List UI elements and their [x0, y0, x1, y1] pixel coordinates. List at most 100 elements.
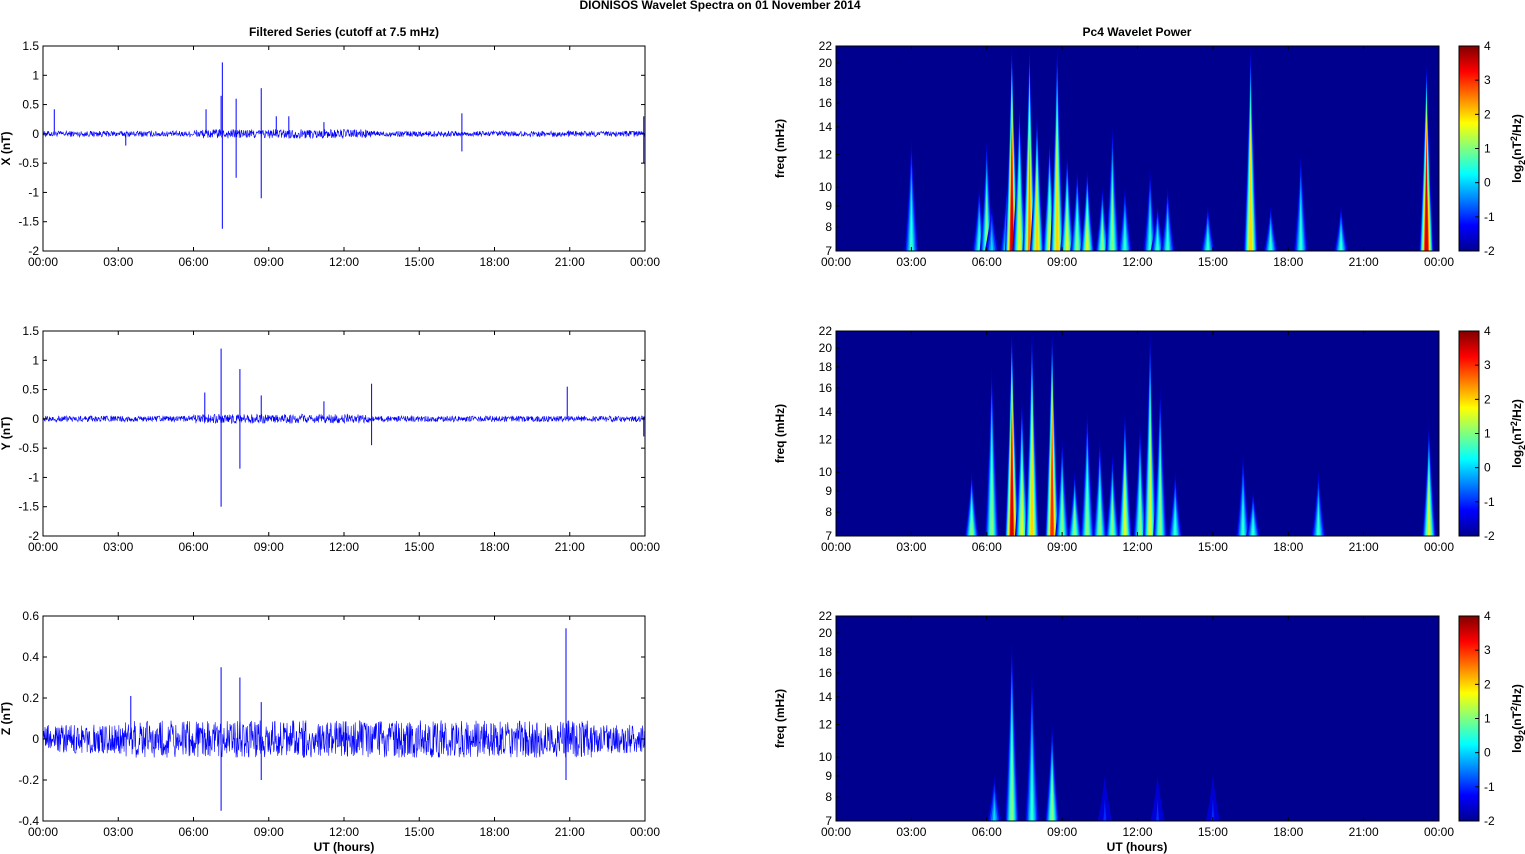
heatmap-panel-2-burst	[1020, 461, 1024, 536]
line-panel-2-ytick-label: 1	[32, 353, 39, 367]
heatmap-panel-1-ytick-label: 16	[819, 96, 833, 110]
heatmap-panel-2-ytick-label: 18	[819, 360, 833, 374]
line-panel-3-xtick-label: 09:00	[254, 825, 284, 839]
line-panel-2-background	[43, 331, 645, 536]
heatmap-panel-1-burst	[1065, 201, 1069, 251]
line-panel-2: -2 -1.5 -1 -0.5 0 0.5 1 1.5 00:00 03:00 06:00 09:00…	[0, 324, 660, 554]
heatmap-panel-2-ytick-label: 16	[819, 381, 833, 395]
heatmap-panel-2-burst	[990, 440, 994, 536]
line-panel-1-ytick-label: -0.5	[18, 156, 39, 170]
heatmap-panel-2-xtick-label: 12:00	[1122, 540, 1152, 554]
heatmap-panel-2-burst	[1110, 495, 1114, 536]
heatmap-panel-3-ytick-label: 9	[825, 769, 832, 783]
heatmap-panel-3-xtick-label: 18:00	[1273, 825, 1303, 839]
heatmap-panel-3-burst	[992, 799, 996, 821]
line-panel-3-ytick-label: 0.2	[22, 691, 39, 705]
line-panel-2-ytick-label: 0.5	[22, 383, 39, 397]
heatmap-panel-1-ylabel: freq (mHz)	[773, 119, 787, 178]
heatmap-panel-3-xtick-label: 00:00	[821, 825, 851, 839]
line-panel-2-ytick-label: -1	[28, 470, 39, 484]
heatmap-panel-1-ytick-label: 7	[825, 244, 832, 258]
line-panel-3-series	[42, 720, 646, 759]
heatmap-panel-1-burst	[1055, 130, 1059, 251]
line-panel-1-xtick-label: 03:00	[103, 255, 133, 269]
heatmap-panel-1-burst	[1156, 229, 1160, 251]
heatmap-panel-2-burst	[1173, 504, 1177, 536]
line-panel-3-xtick-label: 12:00	[329, 825, 359, 839]
heatmap-panel-1-xtick-label: 09:00	[1047, 255, 1077, 269]
line-panel-3-ytick-label: 0.4	[22, 650, 39, 664]
heatmap-panel-1-ytick-label: 9	[825, 199, 832, 213]
heatmap-panel-1-colorbar-tick-label: -1	[1484, 210, 1495, 224]
heatmap-panel-2-ytick-label: 22	[819, 324, 833, 338]
heatmap-panel-2-ytick-label: 8	[825, 505, 832, 519]
heatmap-panel-2-xtick-label: 00:00	[1424, 540, 1454, 554]
heatmap-panel-2-burst	[1251, 514, 1255, 536]
heatmap-panel-2-burst	[1010, 415, 1014, 536]
heatmap-panel-2-xtick-label: 03:00	[896, 540, 926, 554]
line-panel-2-xtick-label: 00:00	[28, 540, 58, 554]
heatmap-panel-1-colorbar-tick-label: 4	[1484, 39, 1491, 53]
line-panel-1-xtick-label: 18:00	[479, 255, 509, 269]
heatmap-panel-3-colorbar-tick-label: -2	[1484, 814, 1495, 828]
heatmap-panel-2-xtick-label: 21:00	[1349, 540, 1379, 554]
heatmap-panel-3-xtick-label: 06:00	[972, 825, 1002, 839]
heatmap-panel-2-xtick-label: 06:00	[972, 540, 1002, 554]
heatmap-panel-1-burst	[990, 229, 994, 251]
heatmap-panel-1-burst	[1110, 184, 1114, 251]
heatmap-panel-1-burst	[1339, 229, 1343, 251]
line-panel-1-xtick-label: 09:00	[254, 255, 284, 269]
heatmap-panel-3-bursts	[987, 642, 1220, 821]
heatmap-panel-1-ytick-label: 12	[819, 148, 833, 162]
heatmap-panel-3-colorbar-tick-label: 0	[1484, 746, 1491, 760]
heatmap-panel-3-xtick-label: 09:00	[1047, 825, 1077, 839]
heatmap-panel-3-colorbar-tick-label: -1	[1484, 780, 1495, 794]
heatmap-panel-2-bursts	[964, 331, 1436, 536]
heatmap-panel-1-burst	[1123, 219, 1127, 251]
heatmap-panel-2-colorbar-tick-label: -1	[1484, 495, 1495, 509]
heatmap-panel-1-bursts	[904, 46, 1434, 251]
heatmap-panel-3-xtick-label: 00:00	[1424, 825, 1454, 839]
heatmap-panel-3-burst	[1010, 718, 1014, 821]
heatmap-panel-2-colorbar-tick-label: 4	[1484, 324, 1491, 338]
heatmap-panel-3-colorbar-tick-label: 4	[1484, 609, 1491, 623]
heatmap-panel-1-background	[836, 46, 1439, 251]
line-panel-3-xtick-label: 18:00	[479, 825, 509, 839]
heatmap-panel-3-burst	[1097, 776, 1112, 821]
heatmap-panel-2-burst	[1316, 504, 1320, 536]
heatmap-panel-1-burst	[1048, 192, 1052, 251]
heatmap-panel-3-burst	[1205, 776, 1220, 821]
heatmap-panel-3-ytick-label: 22	[819, 609, 833, 623]
heatmap-panel-1-burst	[1299, 201, 1303, 251]
heatmap-panel-3-ylabel: freq (mHz)	[773, 689, 787, 748]
heatmap-panel-1-burst	[977, 219, 981, 251]
heatmap-panel-1-burst	[1017, 169, 1021, 251]
line-panel-2-xtick-label: 21:00	[555, 540, 585, 554]
heatmap-panel-1-burst	[1075, 210, 1079, 251]
heatmap-panel-2-burst	[1098, 486, 1102, 536]
line-panel-3-xtick-label: 00:00	[28, 825, 58, 839]
heatmap-panel-1-xtick-label: 18:00	[1273, 255, 1303, 269]
heatmap-panel-1-xtick-label: 00:00	[1424, 255, 1454, 269]
heatmap-panel-2-burst	[1241, 495, 1245, 536]
heatmap-panel-2-burst	[970, 504, 974, 536]
heatmap-panel-2-burst	[1030, 415, 1034, 536]
heatmap-panel-2-burst	[1050, 415, 1054, 536]
heatmap-panel-3-burst	[1050, 771, 1054, 821]
heatmap-panel-1-xtick-label: 06:00	[972, 255, 1002, 269]
heatmap-panel-2-colorbar-label: log2(nT2/Hz)	[1509, 399, 1525, 468]
line-panel-1-xtick-label: 21:00	[555, 255, 585, 269]
heatmap-panel-2-burst	[1123, 469, 1127, 536]
heatmap-panel-3-xtick-label: 15:00	[1198, 825, 1228, 839]
line-panel-1-ytick-label: 1	[32, 68, 39, 82]
heatmap-panel-1-burst	[985, 192, 989, 251]
line-panel-2-ytick-label: -1.5	[18, 500, 39, 514]
heatmap-panel-1-ytick-label: 10	[819, 180, 833, 194]
heatmap-panel-1-ytick-label: 22	[819, 39, 833, 53]
heatmap-panel-3-ytick-label: 16	[819, 666, 833, 680]
heatmap-panel-1-ytick-label: 14	[819, 120, 833, 134]
line-panel-1-ytick-label: 0	[32, 127, 39, 141]
heatmap-panel-1-burst	[1424, 142, 1428, 251]
